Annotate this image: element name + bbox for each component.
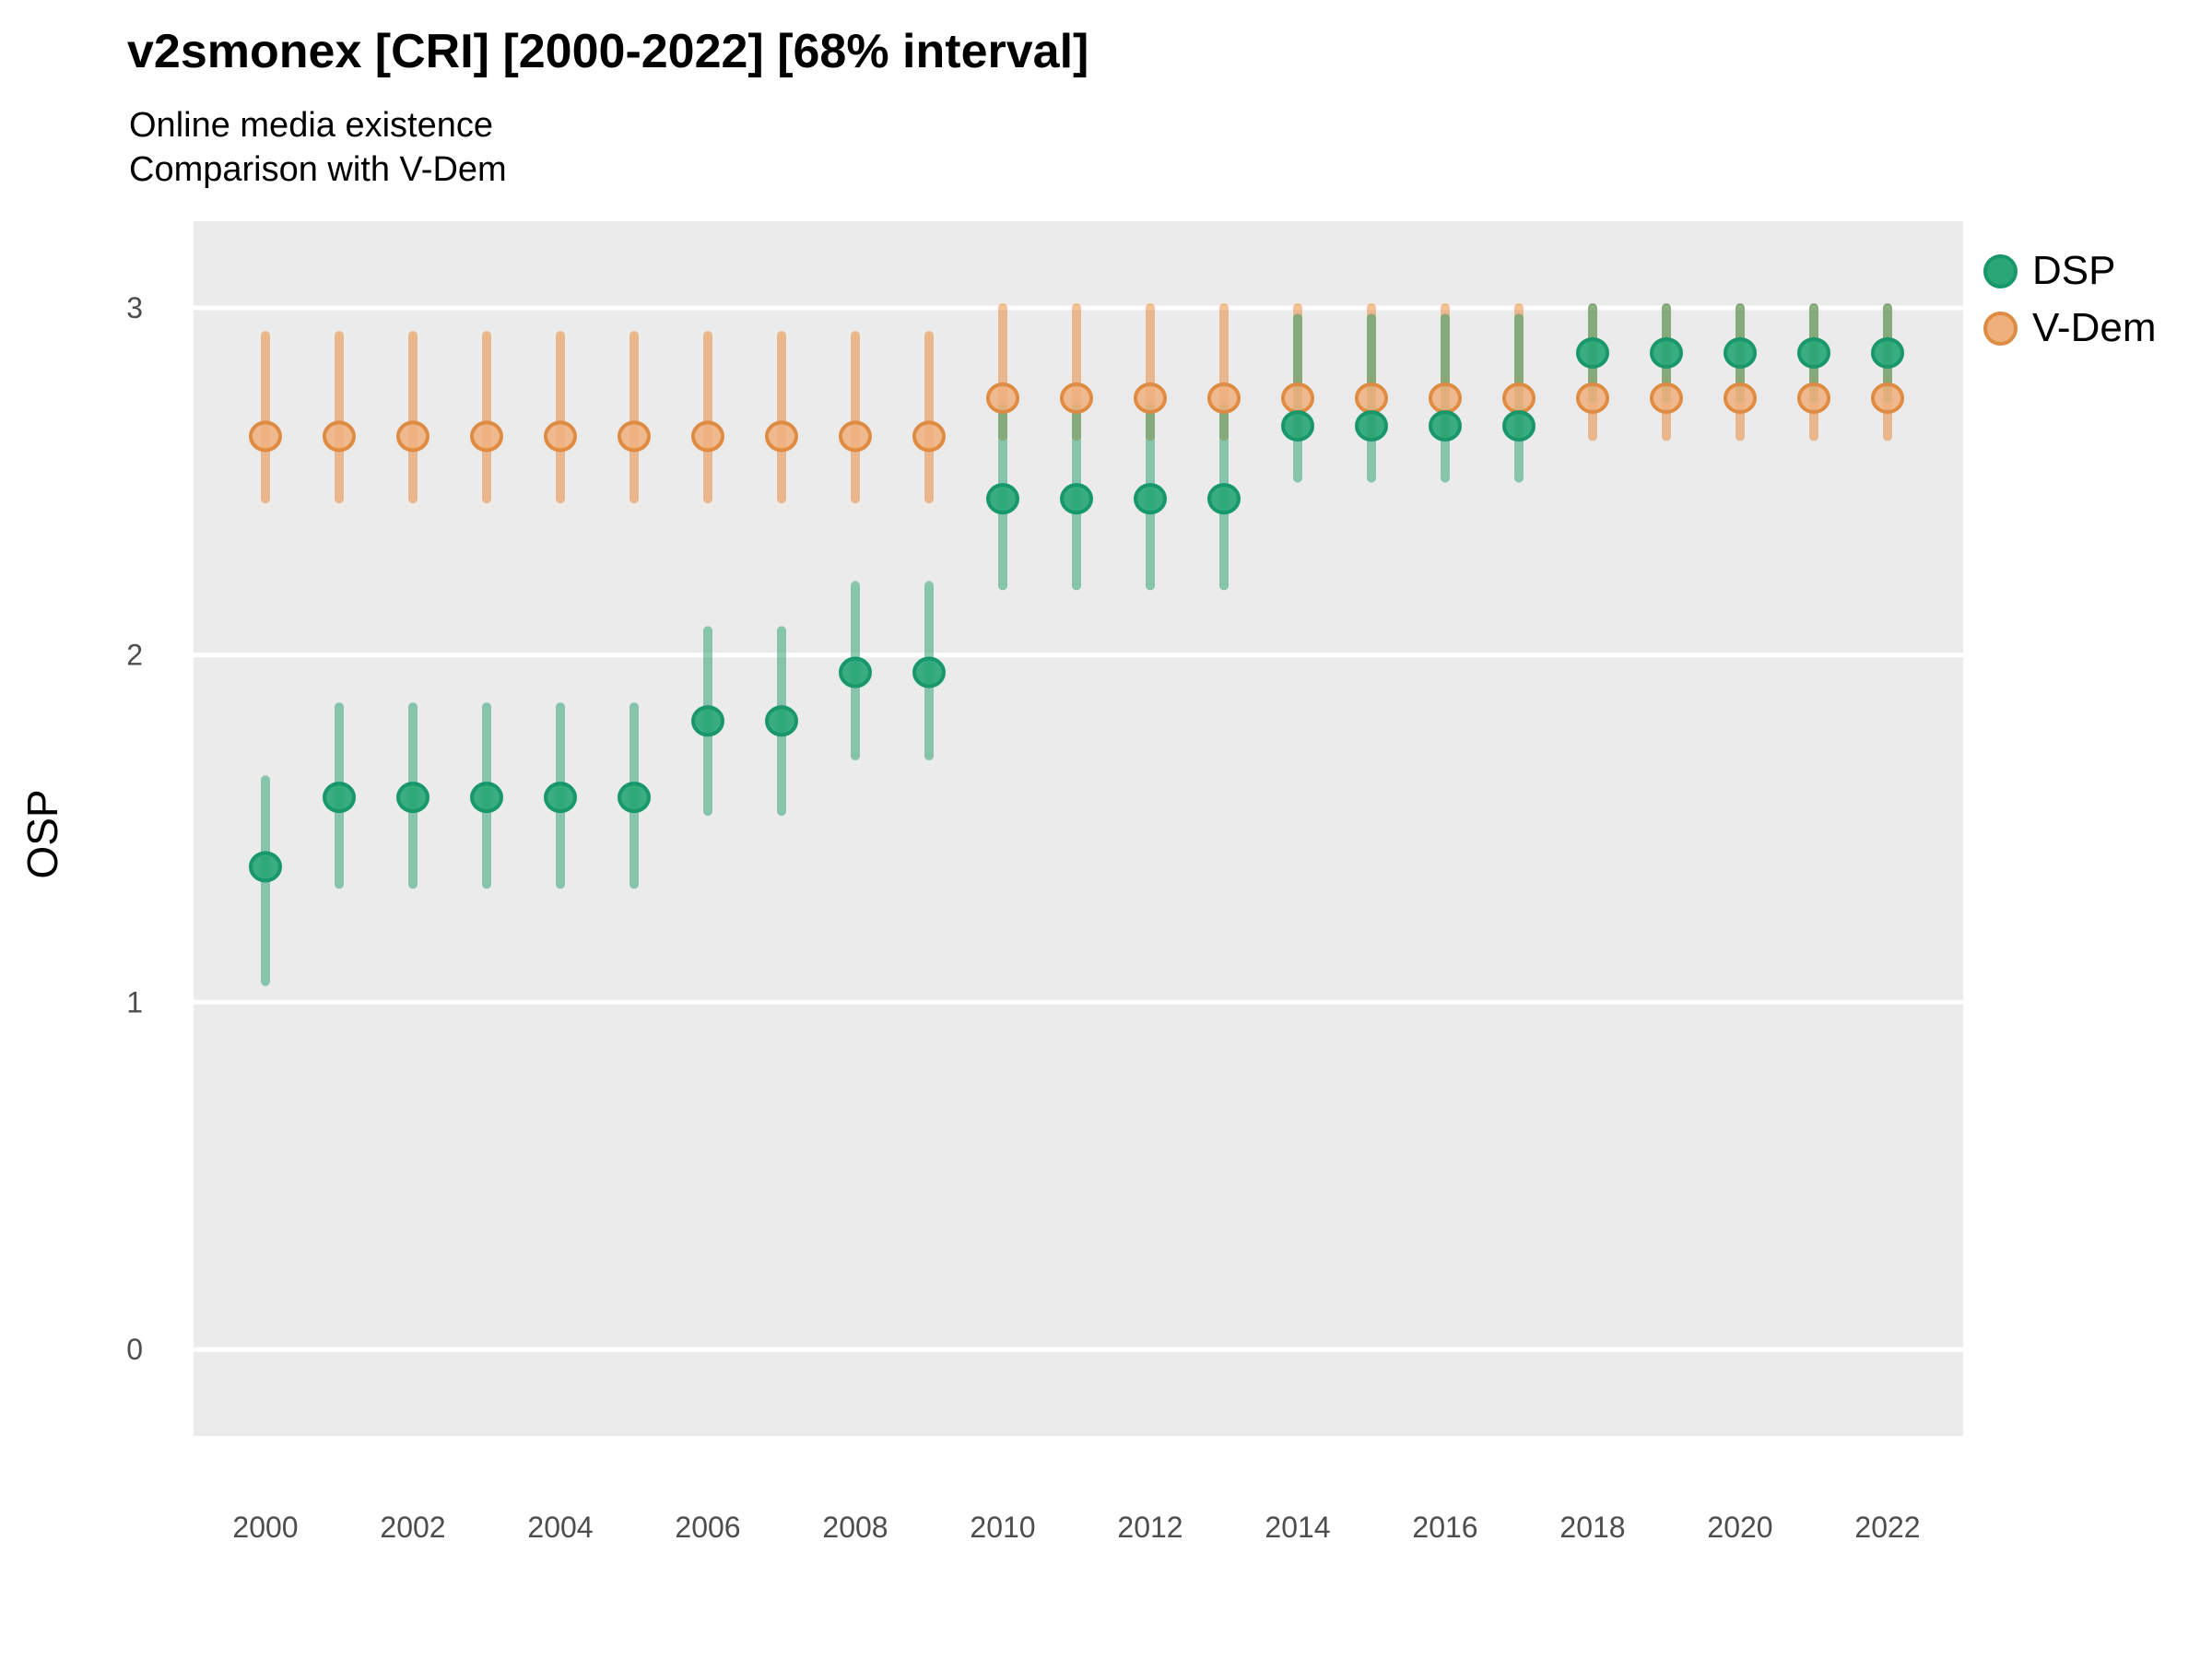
dsp-point-2016 bbox=[1429, 410, 1462, 442]
vdem-point-2016 bbox=[1429, 382, 1462, 414]
dsp-point-2002 bbox=[396, 782, 429, 814]
x-tick-label-2020: 2020 bbox=[1707, 1511, 1772, 1544]
x-tick-label-2006: 2006 bbox=[675, 1511, 740, 1544]
x-tick-label-2010: 2010 bbox=[970, 1511, 1035, 1544]
x-tick-label-2012: 2012 bbox=[1117, 1511, 1182, 1544]
dsp-point-2017 bbox=[1502, 410, 1535, 442]
vdem-point-2020 bbox=[1724, 382, 1757, 414]
y-axis-label: OSP bbox=[18, 789, 66, 878]
vdem-point-2005 bbox=[618, 420, 651, 453]
dsp-point-2007 bbox=[765, 705, 798, 737]
legend-item-vdem: V-Dem bbox=[1983, 305, 2157, 350]
chart-subtitle-line1: Online media existence bbox=[129, 106, 493, 145]
chart-subtitle: Online media existence Comparison with V… bbox=[129, 103, 507, 192]
dsp-point-2000 bbox=[249, 851, 282, 883]
legend-item-dsp: DSP bbox=[1983, 248, 2156, 293]
vdem-point-2022 bbox=[1871, 382, 1904, 414]
chart-title: v2smonex [CRI] [2000-2022] [68% interval… bbox=[127, 25, 1089, 78]
vdem-point-2000 bbox=[249, 420, 282, 453]
legend-label-vdem: V-Dem bbox=[2032, 305, 2157, 350]
legend-swatch-vdem-icon bbox=[1983, 311, 2018, 346]
vdem-point-2004 bbox=[544, 420, 577, 453]
dsp-point-2006 bbox=[691, 705, 724, 737]
vdem-point-2019 bbox=[1650, 382, 1683, 414]
vdem-point-2007 bbox=[765, 420, 798, 453]
x-tick-label-2008: 2008 bbox=[822, 1511, 888, 1544]
x-tick-label-2016: 2016 bbox=[1412, 1511, 1477, 1544]
vdem-point-2003 bbox=[470, 420, 503, 453]
dsp-point-2014 bbox=[1281, 410, 1314, 442]
vdem-point-2012 bbox=[1134, 382, 1167, 414]
dsp-point-2004 bbox=[544, 782, 577, 814]
dsp-point-2001 bbox=[323, 782, 356, 814]
dsp-point-2011 bbox=[1060, 483, 1093, 515]
dsp-point-2013 bbox=[1207, 483, 1241, 515]
dsp-point-2010 bbox=[986, 483, 1019, 515]
vdem-point-2001 bbox=[323, 420, 356, 453]
vdem-point-2017 bbox=[1502, 382, 1535, 414]
legend-label-dsp: DSP bbox=[2032, 248, 2116, 293]
vdem-point-2002 bbox=[396, 420, 429, 453]
vdem-point-2009 bbox=[912, 420, 946, 453]
dsp-point-2012 bbox=[1134, 483, 1167, 515]
dsp-point-2020 bbox=[1724, 336, 1757, 369]
dsp-point-2021 bbox=[1797, 336, 1830, 369]
dsp-point-2005 bbox=[618, 782, 651, 814]
dsp-point-2008 bbox=[839, 656, 872, 688]
vdem-point-2014 bbox=[1281, 382, 1314, 414]
x-tick-label-2022: 2022 bbox=[1854, 1511, 1920, 1544]
dsp-point-2015 bbox=[1355, 410, 1388, 442]
y-tick-label-3: 3 bbox=[126, 291, 143, 324]
dsp-point-2022 bbox=[1871, 336, 1904, 369]
y-tick-label-0: 0 bbox=[126, 1333, 143, 1366]
vdem-point-2011 bbox=[1060, 382, 1093, 414]
dsp-point-2018 bbox=[1576, 336, 1609, 369]
vdem-point-2015 bbox=[1355, 382, 1388, 414]
x-tick-label-2018: 2018 bbox=[1559, 1511, 1625, 1544]
y-tick-label-2: 2 bbox=[126, 639, 143, 672]
vdem-point-2018 bbox=[1576, 382, 1609, 414]
vdem-point-2013 bbox=[1207, 382, 1241, 414]
legend: DSP V-Dem bbox=[1983, 248, 2157, 350]
vdem-point-2021 bbox=[1797, 382, 1830, 414]
dsp-point-2019 bbox=[1650, 336, 1683, 369]
x-tick-label-2004: 2004 bbox=[527, 1511, 593, 1544]
y-tick-label-1: 1 bbox=[126, 985, 143, 1018]
chart-subtitle-line2: Comparison with V-Dem bbox=[129, 150, 507, 189]
dsp-point-2003 bbox=[470, 782, 503, 814]
vdem-point-2008 bbox=[839, 420, 872, 453]
vdem-point-2006 bbox=[691, 420, 724, 453]
x-tick-label-2000: 2000 bbox=[232, 1511, 298, 1544]
vdem-point-2010 bbox=[986, 382, 1019, 414]
x-tick-label-2014: 2014 bbox=[1265, 1511, 1330, 1544]
legend-swatch-dsp-icon bbox=[1983, 253, 2018, 288]
dsp-point-2009 bbox=[912, 656, 946, 688]
x-tick-label-2002: 2002 bbox=[380, 1511, 445, 1544]
